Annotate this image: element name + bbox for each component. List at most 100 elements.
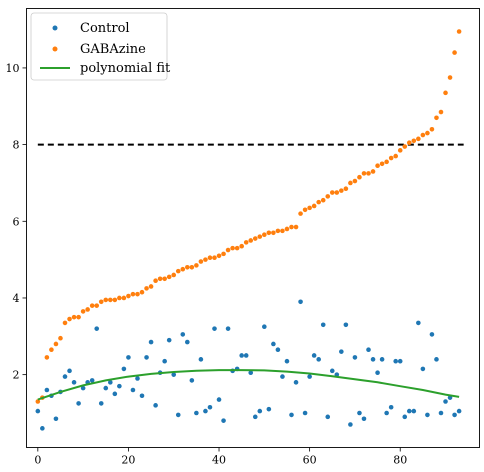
gabazine-point [302,207,308,213]
control-point [370,357,376,362]
gabazine-point [53,341,59,347]
gabazine-point [370,169,376,174]
control-point [429,332,435,337]
gabazine-point [35,399,41,404]
gabazine-point [379,161,385,167]
gabazine-point [44,355,50,360]
gabazine-point [157,276,163,282]
y-tick-label: 2 [13,369,20,382]
control-point [162,358,167,364]
control-point [144,355,149,360]
gabazine-point [94,303,100,308]
control-point [388,404,394,410]
gabazine-point [429,126,435,132]
control-point [262,324,267,330]
axes: 0 20 40 60 80 2 4 6 8 10 [6,62,408,467]
control-point [434,357,439,362]
control-point [248,370,254,376]
gabazine-point [121,295,127,301]
gabazine-point [85,307,90,312]
control-point [307,374,312,379]
control-point [397,358,403,364]
control-point [180,332,186,337]
control-point [194,410,199,416]
control-point [406,408,412,414]
gabazine-point [425,130,430,136]
control-point [98,401,104,406]
control-point [71,380,77,385]
control-point [252,414,258,420]
gabazine-point [456,29,462,34]
gabazine-point [243,240,249,245]
y-tick-label: 10 [6,62,20,75]
gabazine-point [80,309,86,314]
gabazine-point [416,136,421,142]
control-point [275,347,281,353]
gabazine-point [198,259,204,264]
gabazine-point [307,205,312,211]
gabazine-point [180,266,186,272]
gabazine-point [67,316,72,322]
gabazine-point [325,194,331,199]
gabazine-point [443,90,448,96]
control-point [80,385,86,391]
control-point [212,326,217,331]
control-point [393,358,398,364]
control-point [289,412,294,418]
gabazine-point [343,186,349,192]
gabazine-point [366,171,371,176]
gabazine-point [320,197,326,203]
control-point [375,370,380,376]
gabazine-point [194,263,199,268]
gabazine-point [411,138,417,144]
gabazine-point [225,247,231,253]
gabazine-point [393,153,398,159]
gabazine-point [98,299,104,305]
control-point [411,408,417,414]
control-point [44,387,50,393]
control-point [62,374,68,379]
gabazine-point [262,232,267,238]
legend: Control GABAzine polynomial fit [30,12,171,81]
control-point [320,322,326,328]
y-tick-label: 4 [13,292,20,305]
control-point [361,416,367,422]
gabazine-point [153,278,158,284]
control-point [225,326,231,331]
gabazine-point [234,245,240,251]
control-point [420,366,426,372]
control-point [352,355,358,360]
gabazine-point [135,291,140,297]
gabazine-point [130,291,136,297]
gabazine-point [447,75,453,80]
gabazine-point [293,224,299,230]
control-point [239,353,244,358]
x-tick-label: 20 [121,454,135,467]
legend-label-control: Control [80,21,130,36]
gabazine-point [212,255,217,261]
gabazine-point [384,159,389,165]
control-point [302,410,308,416]
gabazine-point [280,228,285,234]
control-point [112,391,118,397]
control-point [348,422,353,427]
control-point [148,339,154,345]
control-point [293,380,299,385]
control-point [357,410,362,416]
gabazine-point [49,347,54,353]
legend-marker-gabazine [52,46,58,52]
x-tick-label: 80 [393,454,407,467]
x-tick-label: 40 [212,454,226,467]
control-point [117,383,122,389]
gabazine-point [352,178,358,184]
gabazine-point [406,140,412,145]
gabazine-point [284,226,290,232]
control-point [76,401,81,406]
control-point [298,299,303,305]
control-point [443,399,448,404]
gabazine-point [434,115,439,121]
control-point [416,320,421,326]
control-point [325,414,331,420]
control-point [126,355,131,360]
